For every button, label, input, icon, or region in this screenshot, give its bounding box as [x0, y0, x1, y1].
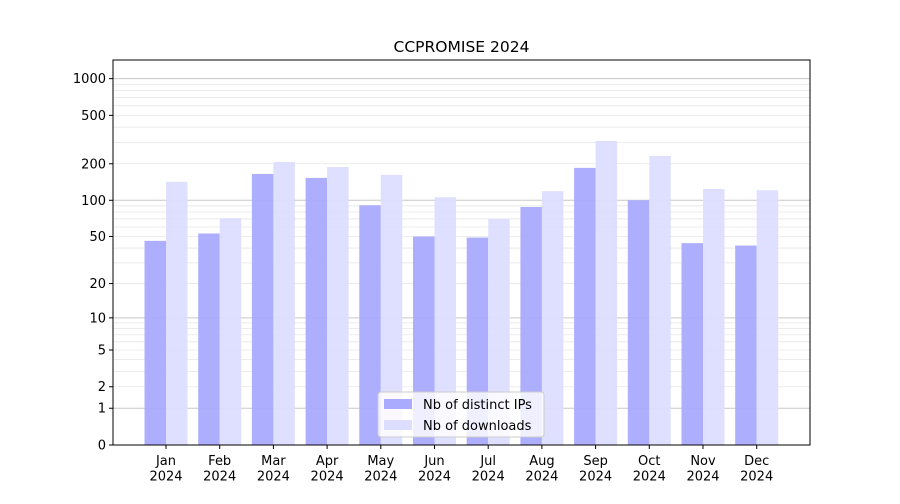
- y-tick-label: 1000: [73, 72, 106, 87]
- x-tick-label: Dec 2024: [740, 454, 773, 485]
- bar-ips: [520, 206, 542, 445]
- x-tick-label: Jan 2024: [149, 454, 182, 485]
- legend-label: Nb of distinct IPs: [423, 398, 532, 413]
- bar-downloads: [219, 218, 242, 445]
- bar-ips: [144, 240, 166, 445]
- bar-downloads: [327, 167, 349, 445]
- legend-swatch: [384, 420, 412, 430]
- x-tick-label: Apr 2024: [311, 454, 344, 485]
- x-tick-label: Jul 2024: [472, 454, 505, 485]
- y-tick-label: 1: [98, 402, 106, 417]
- bar-downloads: [166, 181, 188, 445]
- y-tick-label: 2: [98, 380, 106, 395]
- y-tick-label: 500: [81, 109, 106, 124]
- bar-downloads: [756, 190, 779, 445]
- bar-downloads: [434, 197, 456, 445]
- y-tick-label: 100: [81, 194, 106, 209]
- bar-downloads: [703, 188, 725, 445]
- bar-ips: [305, 177, 328, 445]
- bar-ips: [681, 243, 703, 445]
- bar-ips: [251, 173, 274, 445]
- axes-frame: [112, 59, 811, 446]
- bar-downloads: [649, 155, 671, 445]
- bar-ips: [574, 167, 596, 446]
- legend-swatch: [384, 399, 412, 409]
- x-tick-label: Aug 2024: [525, 454, 558, 485]
- x-tick-label: Mar 2024: [257, 454, 290, 485]
- y-tick-label: 10: [89, 311, 106, 326]
- bar-ips: [198, 233, 220, 445]
- bar-downloads: [541, 191, 564, 445]
- bar-ips: [627, 200, 650, 445]
- chart-title: CCPROMISE 2024: [394, 38, 530, 56]
- x-tick-label: Feb 2024: [203, 454, 236, 485]
- x-tick-label: Nov 2024: [686, 454, 719, 485]
- bar-downloads: [488, 218, 510, 445]
- bar-downloads: [273, 161, 295, 445]
- bar-ips: [735, 245, 757, 445]
- bar-downloads: [380, 174, 403, 445]
- bar-downloads: [595, 140, 618, 445]
- y-tick-label: 20: [89, 277, 106, 292]
- bar-ips: [359, 205, 381, 445]
- x-tick-label: May 2024: [364, 454, 397, 485]
- x-tick-label: Sep 2024: [579, 454, 612, 485]
- y-tick-label: 0: [98, 439, 106, 454]
- y-tick-label: 50: [89, 230, 106, 245]
- y-tick-label: 200: [81, 157, 106, 172]
- x-tick-label: Oct 2024: [633, 454, 666, 485]
- legend-label: Nb of downloads: [423, 419, 532, 434]
- y-tick-label: 5: [98, 343, 106, 358]
- x-tick-label: Jun 2024: [418, 454, 451, 485]
- legend-box: [377, 391, 545, 438]
